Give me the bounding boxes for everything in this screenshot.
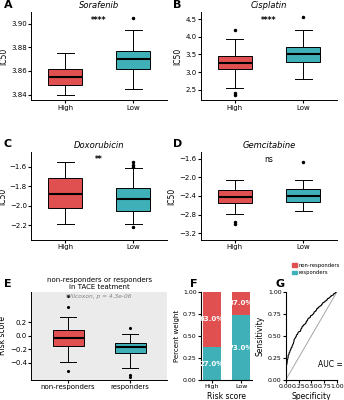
PathPatch shape (116, 188, 150, 211)
Y-axis label: IC50: IC50 (0, 187, 7, 205)
Y-axis label: Percent weight: Percent weight (174, 310, 180, 362)
X-axis label: Specificity: Specificity (292, 392, 331, 400)
Legend: non-responders, responders: non-responders, responders (290, 260, 342, 278)
Y-axis label: Risk score: Risk score (0, 316, 7, 355)
Bar (203, 347, 221, 380)
Text: 63.0%: 63.0% (200, 316, 224, 322)
Text: B: B (173, 0, 182, 10)
Title: Gemcitabine: Gemcitabine (242, 141, 295, 150)
Text: Wilcoxon, p = 4.3e-06: Wilcoxon, p = 4.3e-06 (66, 294, 132, 299)
Text: 37.0%: 37.0% (229, 300, 254, 306)
Text: 73.0%: 73.0% (229, 345, 254, 351)
Text: ****: **** (261, 16, 277, 24)
PathPatch shape (53, 330, 84, 346)
Text: A: A (4, 0, 12, 10)
PathPatch shape (286, 47, 320, 62)
PathPatch shape (218, 56, 252, 69)
Y-axis label: IC50: IC50 (174, 48, 183, 65)
Text: 27.0%: 27.0% (200, 361, 224, 367)
PathPatch shape (286, 190, 320, 202)
PathPatch shape (218, 190, 252, 203)
X-axis label: Risk score: Risk score (207, 392, 246, 400)
PathPatch shape (116, 51, 150, 69)
Bar (232, 316, 250, 380)
Y-axis label: IC50: IC50 (0, 48, 8, 65)
Text: **: ** (95, 155, 103, 164)
Text: E: E (4, 279, 11, 289)
Text: D: D (173, 139, 183, 149)
Title: non-responders or responders
in TACE teatment: non-responders or responders in TACE tea… (46, 277, 152, 290)
Bar (232, 292, 250, 316)
Y-axis label: IC50: IC50 (168, 187, 177, 205)
Text: ns: ns (265, 155, 273, 164)
PathPatch shape (48, 178, 82, 208)
Text: C: C (4, 139, 12, 149)
PathPatch shape (115, 342, 146, 353)
Text: AUC = 0.72: AUC = 0.72 (318, 360, 344, 369)
Title: Sorafenib: Sorafenib (79, 1, 119, 10)
PathPatch shape (48, 69, 82, 85)
Text: F: F (191, 279, 198, 289)
Text: G: G (276, 279, 284, 289)
Title: Doxorubicin: Doxorubicin (74, 141, 125, 150)
Title: Cisplatin: Cisplatin (251, 1, 287, 10)
Y-axis label: Sensitivity: Sensitivity (256, 316, 265, 356)
Bar (203, 292, 221, 347)
Text: ****: **** (92, 16, 107, 24)
